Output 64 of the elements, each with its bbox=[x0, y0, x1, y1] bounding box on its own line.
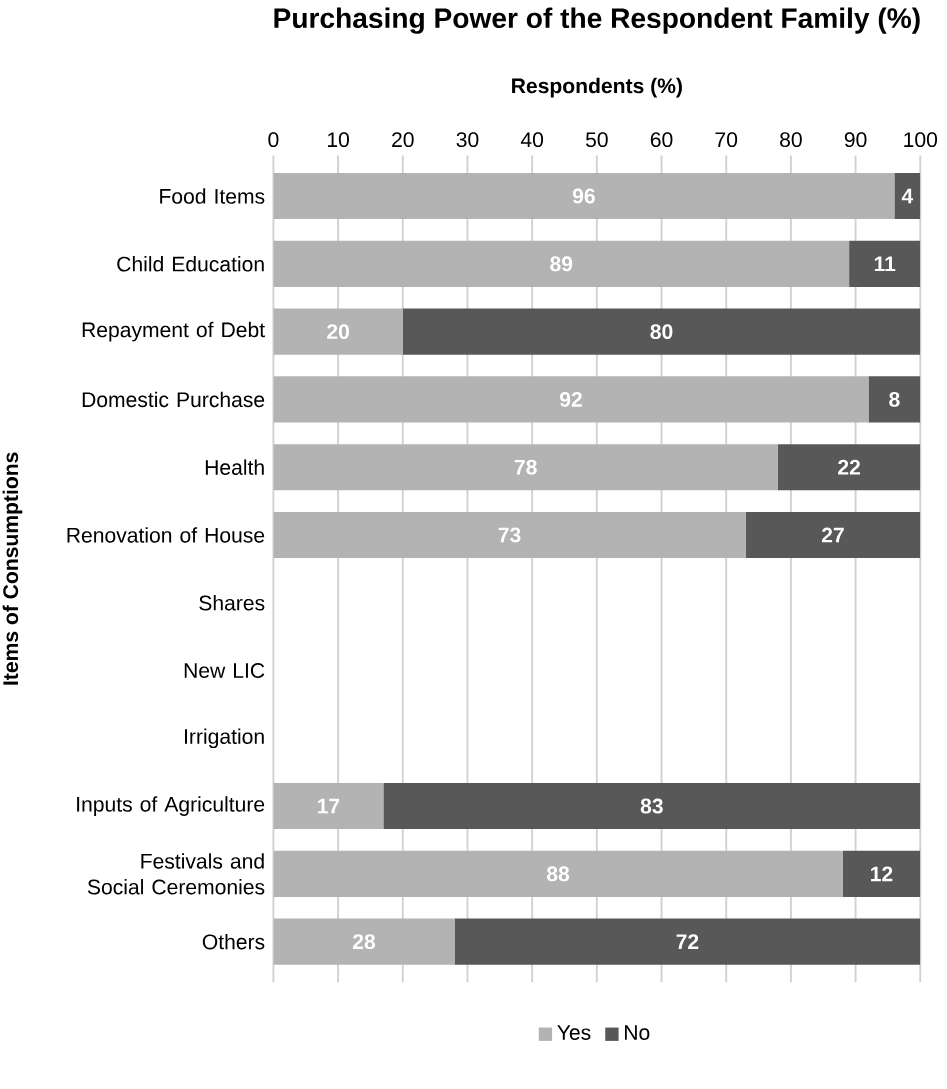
y-tick-label: Others bbox=[202, 933, 265, 950]
bar bbox=[273, 444, 778, 491]
y-tick-label: Child Education bbox=[117, 256, 264, 272]
x-tick-label: 100 bbox=[904, 132, 938, 148]
y-tick-label: Domestic Purchase bbox=[82, 391, 265, 408]
bar bbox=[273, 240, 850, 287]
bar bbox=[868, 376, 921, 423]
y-axis-title: Items of Consumptions bbox=[2, 452, 23, 685]
bar bbox=[894, 173, 921, 220]
data-label: 12 bbox=[871, 866, 893, 882]
data-label: 96 bbox=[572, 188, 595, 204]
x-tick-label: 0 bbox=[268, 132, 279, 148]
data-label: 17 bbox=[318, 798, 340, 814]
data-label: 89 bbox=[550, 256, 573, 272]
x-tick-label: 40 bbox=[520, 132, 544, 148]
x-tick-label: 10 bbox=[328, 132, 350, 148]
y-tick-label: Renovation of House bbox=[67, 527, 265, 543]
bar bbox=[849, 240, 921, 287]
data-label: 78 bbox=[514, 459, 537, 475]
data-label: 8 bbox=[889, 391, 900, 407]
data-label: 92 bbox=[560, 391, 582, 407]
x-axis-title: Respondents (%) bbox=[512, 77, 682, 98]
bar bbox=[402, 308, 921, 355]
x-tick-label: 30 bbox=[456, 132, 479, 148]
data-label: 88 bbox=[546, 866, 570, 882]
x-tick-label: 50 bbox=[585, 132, 608, 148]
data-label: 28 bbox=[353, 934, 376, 950]
x-tick-label: 60 bbox=[650, 132, 673, 148]
x-tick-label: 70 bbox=[715, 132, 738, 148]
bar bbox=[273, 783, 384, 830]
data-label: 27 bbox=[821, 527, 844, 543]
legend-label: No bbox=[625, 1025, 650, 1040]
y-tick-label: New LIC bbox=[184, 663, 265, 678]
bar bbox=[777, 444, 921, 491]
bar bbox=[745, 511, 921, 558]
data-label: 83 bbox=[640, 798, 663, 814]
legend-label: Yes bbox=[557, 1025, 591, 1040]
data-label: 80 bbox=[650, 324, 673, 340]
bar bbox=[454, 918, 921, 965]
x-tick-label: 80 bbox=[780, 132, 802, 148]
y-tick-label: Repayment of Debt bbox=[82, 321, 265, 342]
bar bbox=[273, 308, 403, 355]
y-tick-label: Health bbox=[205, 459, 264, 475]
y-tick-label: Inputs of Agriculture bbox=[77, 796, 265, 816]
data-label: 73 bbox=[498, 527, 521, 543]
bar bbox=[273, 511, 746, 558]
y-tick-label: Shares bbox=[199, 594, 265, 611]
chart-title: Purchasing Power of the Respondent Family (%) bbox=[274, 7, 920, 34]
x-tick-label: 20 bbox=[392, 132, 414, 148]
data-label: 22 bbox=[838, 459, 861, 475]
y-tick-label: Festivals and Social Ceremonies bbox=[87, 853, 265, 895]
y-tick-label: Food Items bbox=[160, 188, 265, 204]
bar bbox=[273, 376, 869, 423]
data-label: 72 bbox=[676, 934, 699, 949]
data-label: 11 bbox=[874, 256, 896, 272]
bar bbox=[842, 850, 921, 897]
bar bbox=[273, 173, 895, 220]
x-tick-label: 90 bbox=[844, 132, 867, 148]
data-label: 4 bbox=[901, 188, 914, 204]
y-tick-label: Irrigation bbox=[185, 728, 264, 749]
data-label: 20 bbox=[327, 324, 350, 340]
bar bbox=[273, 918, 455, 965]
bar bbox=[273, 850, 843, 897]
bar bbox=[383, 783, 921, 830]
